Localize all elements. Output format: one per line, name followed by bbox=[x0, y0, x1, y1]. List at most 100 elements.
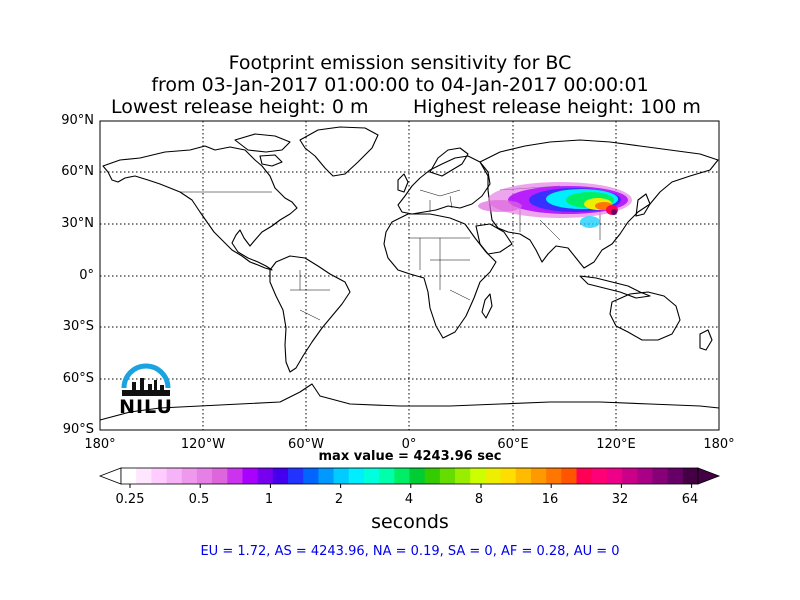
colorbar-swatch bbox=[546, 468, 562, 484]
lat-label-90s: 90°S bbox=[62, 422, 94, 437]
lat-label-30s: 30°S bbox=[62, 319, 94, 334]
britain-outline bbox=[397, 173, 409, 193]
colorbar-swatch bbox=[318, 468, 334, 484]
colorbar-swatch bbox=[637, 468, 653, 484]
region-totals: EU = 1.72, AS = 4243.96, NA = 0.19, SA =… bbox=[200, 544, 620, 559]
colorbar-swatch bbox=[136, 468, 152, 484]
lon-label-0: 0° bbox=[401, 437, 417, 452]
colorbar-swatch bbox=[622, 468, 638, 484]
nilu-logo: NILU bbox=[118, 360, 174, 422]
lowest-release-height: Lowest release height: 0 m bbox=[111, 96, 369, 118]
colorbar-tick: 64 bbox=[681, 492, 699, 507]
colorbar-swatch bbox=[606, 468, 623, 484]
africa-outline bbox=[383, 213, 497, 339]
colorbar-swatch bbox=[409, 468, 426, 484]
australia-outline bbox=[609, 291, 681, 341]
colorbar-swatch bbox=[424, 468, 441, 484]
colorbar-swatch bbox=[470, 468, 486, 484]
colorbar-swatch bbox=[652, 468, 669, 484]
lon-label-180w: 180° bbox=[84, 437, 116, 452]
title-line-2: from 03-Jan-2017 01:00:00 to 04-Jan-2017… bbox=[151, 74, 649, 96]
colorbar-swatch bbox=[485, 468, 501, 484]
lat-label-60s: 60°S bbox=[62, 371, 94, 386]
colorbar-swatch bbox=[242, 468, 259, 484]
colorbar-tick: 0.5 bbox=[188, 492, 210, 507]
colorbar-low-arrow bbox=[98, 467, 122, 485]
colorbar-swatch bbox=[394, 468, 410, 484]
europe-outline bbox=[397, 155, 491, 215]
colorbar-swatch bbox=[333, 468, 350, 484]
plume-peak bbox=[611, 209, 617, 215]
colorbar-swatch bbox=[561, 468, 577, 484]
lon-label-60w: 60°W bbox=[288, 437, 324, 452]
colorbar-tick: 8 bbox=[474, 492, 484, 507]
colorbar-swatch bbox=[196, 468, 213, 484]
south-america-borders bbox=[290, 270, 330, 321]
asia-outline bbox=[479, 139, 719, 269]
madagascar-outline bbox=[481, 293, 493, 319]
colorbar-swatch bbox=[515, 468, 532, 484]
colorbar-swatch bbox=[455, 468, 471, 484]
colorbar-swatch bbox=[667, 468, 684, 484]
colorbar-swatch bbox=[121, 468, 137, 484]
lat-label-90n: 90°N bbox=[61, 113, 94, 128]
colorbar-swatch bbox=[288, 468, 304, 484]
colorbar-swatch bbox=[530, 468, 547, 484]
europe-borders bbox=[419, 189, 461, 212]
colorbar-swatch bbox=[166, 468, 183, 484]
nilu-logo-mark bbox=[121, 363, 171, 396]
greenland-outline bbox=[299, 126, 379, 177]
title-line-1: Footprint emission sensitivity for BC bbox=[228, 52, 572, 74]
colorbar-tick: 4 bbox=[404, 492, 414, 507]
colorbar-swatch bbox=[257, 468, 274, 484]
colorbar-swatch bbox=[500, 468, 517, 484]
max-value: max value = 4243.96 sec bbox=[318, 449, 502, 464]
colorbar-swatch bbox=[576, 468, 593, 484]
colorbar-swatch bbox=[181, 468, 198, 484]
antarctica-outline bbox=[99, 383, 720, 421]
colorbar-swatch bbox=[363, 468, 380, 484]
colorbar-swatch bbox=[151, 468, 167, 484]
nilu-logo-text: NILU bbox=[119, 396, 173, 418]
colorbar-swatch bbox=[439, 468, 456, 484]
lat-label-60n: 60°N bbox=[61, 164, 94, 179]
lon-label-60e: 60°E bbox=[497, 437, 529, 452]
japan-outline bbox=[635, 193, 651, 217]
colorbar-swatch bbox=[303, 468, 319, 484]
colorbar-swatch bbox=[212, 468, 228, 484]
colorbar-tick: 1 bbox=[264, 492, 274, 507]
lon-label-120w: 120°W bbox=[180, 437, 226, 452]
arabia-outline bbox=[475, 223, 513, 255]
highest-release-height: Highest release height: 100 m bbox=[413, 96, 701, 118]
colorbar-swatch bbox=[379, 468, 395, 484]
scandinavia-outline bbox=[429, 147, 469, 177]
new-zealand-outline bbox=[699, 329, 713, 351]
arctic-islands-outline bbox=[234, 133, 291, 167]
lat-label-30n: 30°N bbox=[61, 216, 94, 231]
colorbar-swatch bbox=[272, 468, 289, 484]
south-america-outline bbox=[269, 255, 351, 373]
lon-label-120e: 120°E bbox=[596, 437, 636, 452]
colorbar-swatch bbox=[682, 468, 699, 484]
plume-tail-west bbox=[478, 200, 522, 212]
africa-borders bbox=[408, 237, 471, 301]
colorbar-tick: 16 bbox=[541, 492, 559, 507]
colorbar-high-arrow bbox=[697, 467, 721, 485]
lon-label-180e: 180° bbox=[703, 437, 735, 452]
north-america-outline bbox=[102, 145, 298, 271]
coastlines bbox=[99, 126, 720, 421]
colorbar-swatch bbox=[227, 468, 243, 484]
colorbar-tick: 2 bbox=[334, 492, 344, 507]
indonesia-outline bbox=[579, 275, 651, 299]
colorbar-swatch bbox=[348, 468, 365, 484]
graticule bbox=[100, 121, 719, 430]
plume-tail-south bbox=[580, 216, 600, 228]
colorbar-tick: 32 bbox=[611, 492, 629, 507]
colorbar-label: seconds bbox=[371, 511, 449, 533]
colorbar-swatch bbox=[591, 468, 608, 484]
footprint-plume bbox=[478, 182, 632, 228]
colorbar-tick: 0.25 bbox=[115, 492, 145, 507]
colorbar bbox=[98, 467, 721, 488]
lat-label-0: 0° bbox=[79, 268, 94, 283]
